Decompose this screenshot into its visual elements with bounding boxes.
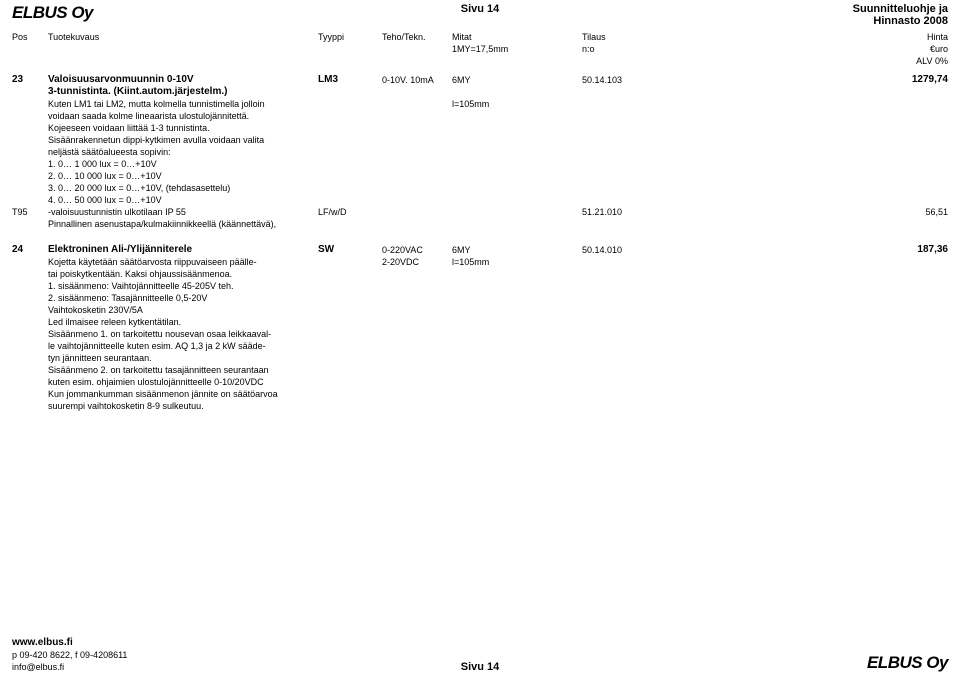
item-23-title: Valoisuusarvonmuunnin 0-10V xyxy=(48,74,194,86)
header-subtitle-2: Hinnasto 2008 xyxy=(853,15,948,27)
item-24-d5: Vaihtokosketin 230V/5A xyxy=(12,304,948,316)
item-23-sub: 3-tunnistinta. (Kiint.autom.järjestelm.) xyxy=(12,86,948,98)
col-hinta: Hinta xyxy=(927,32,948,42)
item-24-d11: kuten esim. ohjaimien ulostulojännitteel… xyxy=(12,376,948,388)
item-24-d1-m: l=105mm xyxy=(452,256,489,268)
item-23-hinta: 1279,74 xyxy=(912,74,948,86)
t95-tilaus: 51.21.010 xyxy=(582,206,622,218)
item-23-d4: Sisäänrakennetun dippi-kytkimen avulla v… xyxy=(12,134,948,146)
t95-hinta: 56,51 xyxy=(925,206,948,218)
item-24-d2: tai poiskytkentään. Kaksi ohjaussisäänme… xyxy=(12,268,948,280)
item-24-d4: 2. sisäänmeno: Tasajännitteelle 0,5-20V xyxy=(12,292,948,304)
item-24-tilaus: 50.14.010 xyxy=(582,244,622,256)
col-tilaus-sub: n:o xyxy=(582,44,595,54)
item-24-d10: Sisäänmeno 2. on tarkoitettu tasajännitt… xyxy=(12,364,948,376)
col-tech: Teho/Tekn. xyxy=(382,32,426,42)
item-23-d8: 3. 0… 20 000 lux = 0…+10V, (tehdasasette… xyxy=(12,182,948,194)
content-body: 23 Valoisuusarvonmuunnin 0-10V LM3 0-10V… xyxy=(12,74,948,412)
page-number-top: Sivu 14 xyxy=(461,3,500,15)
item-24-tech: 0-220VAC xyxy=(382,244,423,256)
item-24-type: SW xyxy=(318,244,334,256)
header-right: Suunnitteluohje ja Hinnasto 2008 xyxy=(853,3,948,27)
item-23-d3: Kojeeseen voidaan liittää 1-3 tunnistint… xyxy=(12,122,948,134)
t95-desc: -valoisuustunnistin ulkotilaan IP 55 xyxy=(48,206,186,218)
t95-d1: Pinnallinen asenustapa/kulmakiinnikkeell… xyxy=(12,218,948,230)
item-24-title: Elektroninen Ali-/Ylijänniterele xyxy=(48,244,192,256)
item-24-pos: 24 xyxy=(12,244,23,256)
col-mitat: Mitat xyxy=(452,32,472,42)
item-23-tech: 0-10V. 10mA xyxy=(382,74,434,86)
col-type: Tyyppi xyxy=(318,32,344,42)
item-23-d6: 1. 0… 1 000 lux = 0…+10V xyxy=(12,158,948,170)
item-23-d9: 4. 0… 50 000 lux = 0…+10V xyxy=(12,194,948,206)
item-23-pos: 23 xyxy=(12,74,23,86)
footer-page: Sivu 14 xyxy=(461,661,500,673)
item-24-d13: suurempi vaihtokosketin 8-9 sulkeutuu. xyxy=(12,400,948,412)
item-23-d1-text: Kuten LM1 tai LM2, mutta kolmella tunnis… xyxy=(48,98,265,110)
item-24-d12: Kun jommankumman sisäänmenon jännite on … xyxy=(12,388,948,400)
item-23-d2: voidaan saada kolme lineaarista ulostulo… xyxy=(12,110,948,122)
col-euro: €uro xyxy=(930,44,948,54)
page-footer: www.elbus.fi p 09-420 8622, f 09-4208611… xyxy=(12,637,948,673)
item-23-subtitle: 3-tunnistinta. (Kiint.autom.järjestelm.) xyxy=(48,86,227,98)
item-23-d1: Kuten LM1 tai LM2, mutta kolmella tunnis… xyxy=(12,98,948,110)
item-24-d1: Kojetta käytetään säätöarvosta riippuvai… xyxy=(12,256,948,268)
item-23-row: 23 Valoisuusarvonmuunnin 0-10V LM3 0-10V… xyxy=(12,74,948,86)
item-24-d7: Sisäänmeno 1. on tarkoitettu nousevan os… xyxy=(12,328,948,340)
item-23-d1-m: l=105mm xyxy=(452,98,489,110)
item-24-d6: Led ilmaisee releen kytkentätilan. xyxy=(12,316,948,328)
item-24-hinta: 187,36 xyxy=(917,244,948,256)
item-24-d1-t: 2-20VDC xyxy=(382,256,419,268)
t95-pos: T95 xyxy=(12,206,28,218)
col-alv: ALV 0% xyxy=(916,56,948,66)
item-23-mitat: 6MY xyxy=(452,74,471,86)
item-24-row: 24 Elektroninen Ali-/Ylijänniterele SW 0… xyxy=(12,244,948,256)
col-desc: Tuotekuvaus xyxy=(48,32,99,42)
page-header: ELBUS Oy Sivu 14 Suunnitteluohje ja Hinn… xyxy=(0,3,960,23)
header-subtitle-1: Suunnitteluohje ja xyxy=(853,3,948,15)
item-23-d7: 2. 0… 10 000 lux = 0…+10V xyxy=(12,170,948,182)
item-24-d8: le vaihtojännitteelle kuten esim. AQ 1,3… xyxy=(12,340,948,352)
col-pos: Pos xyxy=(12,32,28,42)
col-mitat-sub: 1MY=17,5mm xyxy=(452,44,508,54)
col-tilaus: Tilaus xyxy=(582,32,606,42)
t95-row: T95 -valoisuustunnistin ulkotilaan IP 55… xyxy=(12,206,948,218)
item-23-d5: neljästä säätöalueesta sopivin: xyxy=(12,146,948,158)
item-24-mitat: 6MY xyxy=(452,244,471,256)
company-logo-bottom: ELBUS Oy xyxy=(867,653,948,673)
footer-phone: p 09-420 8622, f 09-4208611 xyxy=(12,649,948,661)
t95-type: LF/w/D xyxy=(318,206,347,218)
item-24-d9: tyn jännitteen seurantaan. xyxy=(12,352,948,364)
footer-www: www.elbus.fi xyxy=(12,637,948,649)
item-23-type: LM3 xyxy=(318,74,338,86)
item-24-d3: 1. sisäänmeno: Vaihtojännitteelle 45-205… xyxy=(12,280,948,292)
item-23-tilaus: 50.14.103 xyxy=(582,74,622,86)
